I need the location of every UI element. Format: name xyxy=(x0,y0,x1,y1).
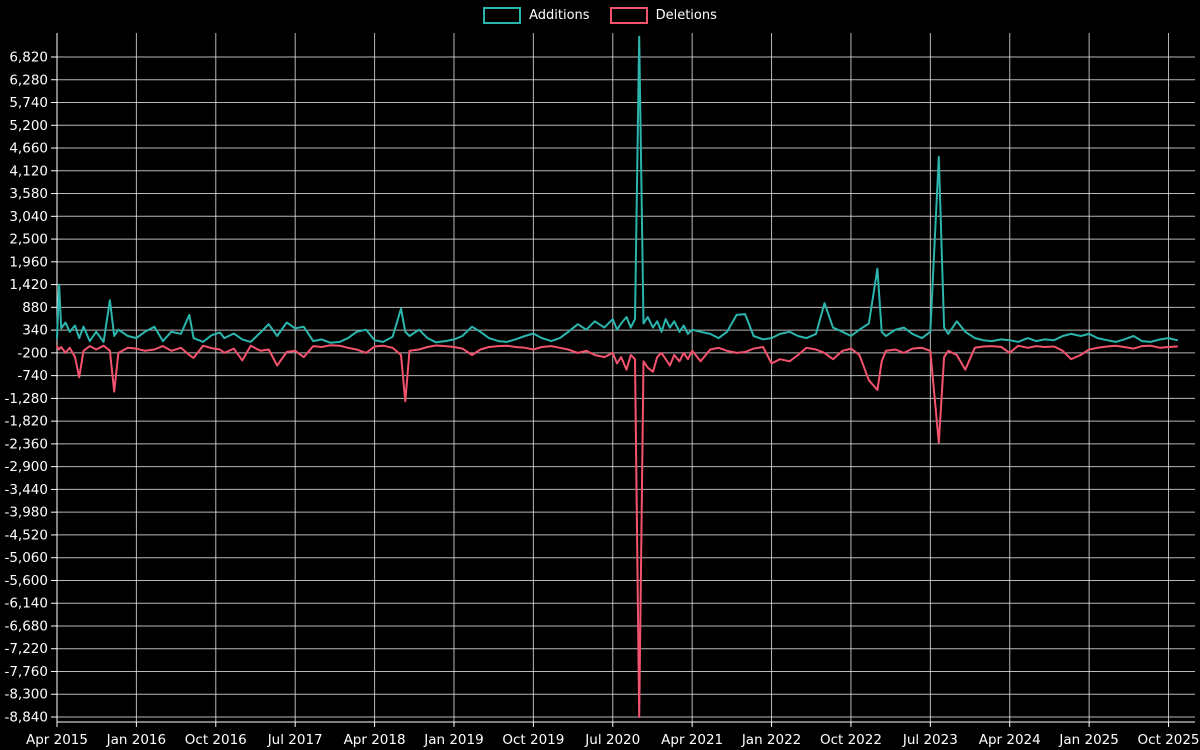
x-tick-label: Oct 2016 xyxy=(185,732,247,748)
y-tick-label: 6,820 xyxy=(9,50,48,66)
y-tick-label: 1,960 xyxy=(9,254,48,270)
legend-label: Deletions xyxy=(655,8,717,23)
deletions-line xyxy=(56,344,1178,718)
chart-legend: Additions Deletions xyxy=(0,7,1200,24)
y-tick-label: -6,680 xyxy=(4,618,48,634)
x-tick-label: Jan 2016 xyxy=(106,732,166,748)
y-tick-label: -740 xyxy=(17,368,48,384)
y-tick-label: 4,660 xyxy=(9,141,48,157)
y-tick-label: 6,280 xyxy=(9,72,48,88)
y-tick-label: 3,040 xyxy=(9,209,48,225)
y-tick-label: 880 xyxy=(22,300,48,316)
x-tick-label: Oct 2022 xyxy=(820,732,882,748)
additions-line xyxy=(56,35,1178,344)
deletions-swatch xyxy=(609,7,648,24)
x-tick-label: Jan 2019 xyxy=(423,732,483,748)
y-tick-label: -2,360 xyxy=(4,436,48,452)
legend-item-additions[interactable]: Additions xyxy=(483,7,590,24)
x-tick-label: Jul 2017 xyxy=(267,732,323,748)
additions-swatch xyxy=(483,7,522,24)
y-tick-label: -8,300 xyxy=(4,687,48,703)
x-tick-label: Oct 2019 xyxy=(502,732,564,748)
y-tick-label: 340 xyxy=(22,323,48,339)
y-tick-label: -7,760 xyxy=(4,664,48,680)
x-tick-label: Jul 2023 xyxy=(902,732,958,748)
x-tick-label: Apr 2021 xyxy=(661,732,723,748)
y-tick-label: -8,840 xyxy=(4,710,48,726)
y-tick-label: -6,140 xyxy=(4,596,48,612)
y-tick-label: -2,900 xyxy=(4,459,48,475)
x-tick-label: Apr 2024 xyxy=(979,732,1041,748)
y-tick-label: -7,220 xyxy=(4,641,48,657)
y-tick-label: -200 xyxy=(17,345,48,361)
x-tick-label: Jan 2025 xyxy=(1058,732,1118,748)
y-tick-label: -1,280 xyxy=(4,391,48,407)
legend-item-deletions[interactable]: Deletions xyxy=(609,7,717,24)
y-tick-label: 3,580 xyxy=(9,186,48,202)
x-tick-label: Jul 2020 xyxy=(584,732,640,748)
x-tick-label: Apr 2018 xyxy=(344,732,406,748)
y-tick-label: -4,520 xyxy=(4,527,48,543)
x-tick-label: Oct 2025 xyxy=(1138,732,1200,748)
y-tick-label: 4,120 xyxy=(9,163,48,179)
y-tick-label: 5,200 xyxy=(9,118,48,134)
legend-label: Additions xyxy=(529,8,590,23)
x-tick-label: Jan 2022 xyxy=(741,732,801,748)
y-tick-label: 2,500 xyxy=(9,232,48,248)
x-tick-label: Apr 2015 xyxy=(26,732,88,748)
y-tick-label: -3,980 xyxy=(4,505,48,521)
y-tick-label: 1,420 xyxy=(9,277,48,293)
y-tick-label: 5,740 xyxy=(9,95,48,111)
y-tick-label: -1,820 xyxy=(4,414,48,430)
y-tick-label: -5,060 xyxy=(4,550,48,566)
y-tick-label: -3,440 xyxy=(4,482,48,498)
y-tick-label: -5,600 xyxy=(4,573,48,589)
